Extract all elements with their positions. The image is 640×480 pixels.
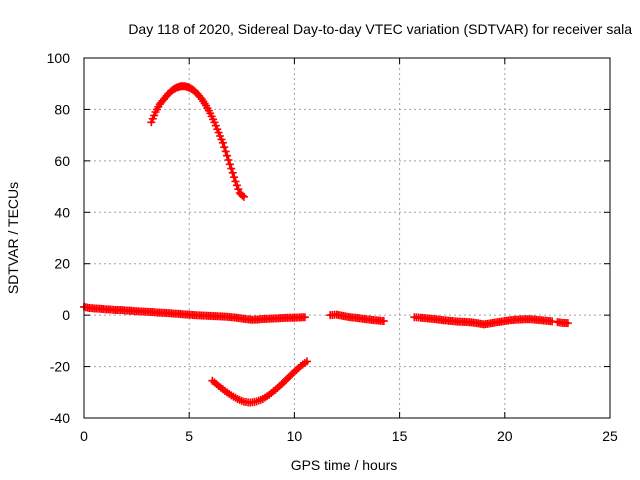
axis-layer: 0 5 10 15 20 25 -40 -20 0 20 40 60 80 100 xyxy=(47,50,618,444)
series-arc-low xyxy=(208,357,312,407)
x-axis-label: GPS time / hours xyxy=(291,457,398,473)
data-point-marker xyxy=(234,185,243,194)
grid-layer xyxy=(84,58,610,418)
x-tick-label: 0 xyxy=(80,428,88,444)
x-tick-label: 15 xyxy=(392,428,408,444)
data-point-marker xyxy=(221,147,230,156)
data-point xyxy=(223,151,232,160)
y-tick-label: 40 xyxy=(54,204,70,220)
series-arc-high xyxy=(147,82,248,201)
y-tick-label: 0 xyxy=(62,307,70,323)
data-point xyxy=(231,177,240,186)
y-tick-label: 60 xyxy=(54,153,70,169)
data-point xyxy=(303,357,312,366)
series-baseline-3 xyxy=(410,313,557,329)
data-point-marker xyxy=(225,160,234,169)
x-tick-label: 25 xyxy=(602,428,618,444)
y-tick-label: -20 xyxy=(50,359,70,375)
data-point xyxy=(300,313,309,322)
data-layer xyxy=(80,82,572,407)
plot-frame xyxy=(83,57,611,419)
data-point-marker xyxy=(230,173,239,182)
data-point-marker xyxy=(220,143,229,152)
series-baseline-1 xyxy=(80,302,309,324)
data-point xyxy=(239,192,248,201)
x-tick-label: 10 xyxy=(287,428,303,444)
chart-title: Day 118 of 2020, Sidereal Day-to-day VTE… xyxy=(128,21,632,37)
data-point xyxy=(563,319,572,328)
y-tick-label: 100 xyxy=(47,50,71,66)
y-axis-label: SDTVAR / TECUs xyxy=(5,182,21,294)
data-point-marker xyxy=(228,168,237,177)
data-point xyxy=(379,317,388,326)
y-tick-label: -40 xyxy=(50,410,70,426)
y-tick-label: 20 xyxy=(54,256,70,272)
y-tick-label: 80 xyxy=(54,101,70,117)
series-baseline-2 xyxy=(326,310,388,326)
x-tick-label: 20 xyxy=(497,428,513,444)
data-point xyxy=(227,164,236,173)
series-baseline-4 xyxy=(553,318,572,328)
data-point-marker xyxy=(232,181,241,190)
data-point-marker xyxy=(224,156,233,164)
x-tick-label: 5 xyxy=(185,428,193,444)
data-point-marker xyxy=(238,191,247,200)
data-point xyxy=(218,138,227,147)
